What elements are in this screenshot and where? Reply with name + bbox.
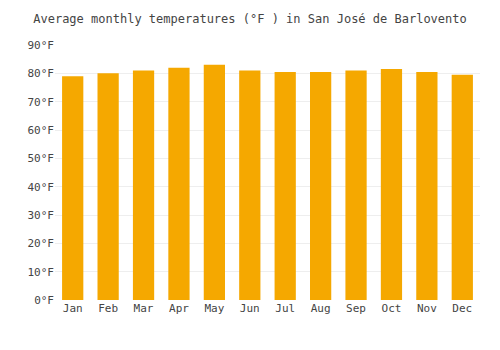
svg-text:Apr: Apr bbox=[169, 302, 189, 315]
svg-text:Oct: Oct bbox=[382, 302, 402, 315]
svg-text:10°F: 10°F bbox=[28, 266, 55, 279]
svg-text:90°F: 90°F bbox=[28, 39, 55, 52]
svg-text:40°F: 40°F bbox=[28, 181, 55, 194]
svg-text:Jan: Jan bbox=[63, 302, 83, 315]
svg-text:Sep: Sep bbox=[346, 302, 366, 315]
svg-text:80°F: 80°F bbox=[28, 67, 55, 80]
svg-text:Jul: Jul bbox=[275, 302, 295, 315]
svg-text:Dec: Dec bbox=[452, 302, 472, 315]
svg-text:70°F: 70°F bbox=[28, 96, 55, 109]
svg-text:60°F: 60°F bbox=[28, 124, 55, 137]
svg-text:May: May bbox=[204, 302, 224, 315]
svg-text:Average monthly temperatures (: Average monthly temperatures (°F ) in Sa… bbox=[33, 12, 466, 26]
svg-text:Mar: Mar bbox=[134, 302, 154, 315]
svg-text:0°F: 0°F bbox=[34, 294, 54, 307]
svg-text:Nov: Nov bbox=[417, 302, 437, 315]
svg-text:20°F: 20°F bbox=[28, 237, 55, 250]
svg-text:Aug: Aug bbox=[311, 302, 331, 315]
svg-text:50°F: 50°F bbox=[28, 152, 55, 165]
svg-text:Feb: Feb bbox=[98, 302, 118, 315]
svg-text:Jun: Jun bbox=[240, 302, 260, 315]
svg-text:30°F: 30°F bbox=[28, 209, 55, 222]
